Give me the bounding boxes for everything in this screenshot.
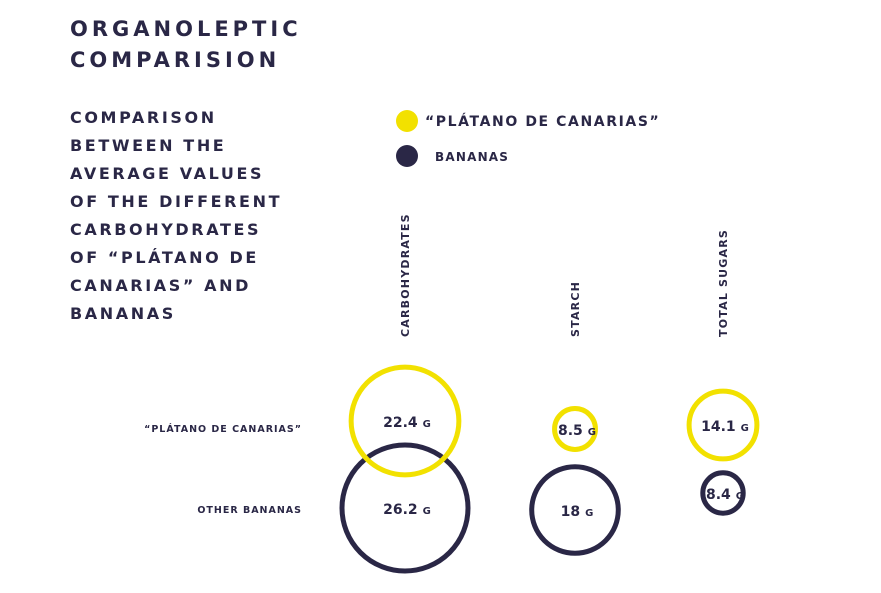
subtitle-line: AVERAGE VALUES xyxy=(70,164,265,183)
subtitle-line: BETWEEN THE xyxy=(70,136,227,155)
legend-label: “PLÁTANO DE CANARIAS” xyxy=(425,113,660,130)
subtitle-line: BANANAS xyxy=(70,304,176,323)
legend-swatch xyxy=(396,110,418,132)
data-circle xyxy=(529,464,621,556)
value-label: 8.5 G xyxy=(558,423,596,439)
value-label: 26.2 G xyxy=(383,502,431,518)
category-label: CARBOHYDRATES xyxy=(399,213,412,337)
data-circle xyxy=(686,388,760,462)
value-label: 14.1 G xyxy=(701,419,749,435)
subtitle-line: OF “PLÁTANO DE xyxy=(70,248,259,267)
subtitle-line: CARBOHYDRATES xyxy=(70,220,262,239)
subtitle-line: COMPARISON xyxy=(70,108,217,127)
chart-subtitle: COMPARISON BETWEEN THE AVERAGE VALUES OF… xyxy=(70,104,282,328)
legend-swatch xyxy=(396,145,418,167)
row-label: “PLÁTANO DE CANARIAS” xyxy=(144,423,302,435)
data-circle xyxy=(339,442,471,574)
subtitle-line: CANARIAS” AND xyxy=(70,276,252,295)
value-label: 18 G xyxy=(561,504,594,520)
data-circle xyxy=(700,470,746,516)
subtitle-line: OF THE DIFFERENT xyxy=(70,192,283,211)
row-label: OTHER BANANAS xyxy=(197,505,302,516)
category-label: TOTAL SUGARS xyxy=(717,229,730,337)
chart-title: ORGANOLEPTIC COMPARISION xyxy=(70,14,302,76)
title-line-2: COMPARISION xyxy=(70,48,281,72)
data-circle xyxy=(552,406,598,452)
value-label: 22.4 G xyxy=(383,415,431,431)
category-label: STARCH xyxy=(569,281,582,337)
value-label: 8.4 G xyxy=(706,487,744,503)
data-circle xyxy=(348,364,462,478)
title-line-1: ORGANOLEPTIC xyxy=(70,17,302,41)
legend-label: BANANAS xyxy=(435,150,509,164)
